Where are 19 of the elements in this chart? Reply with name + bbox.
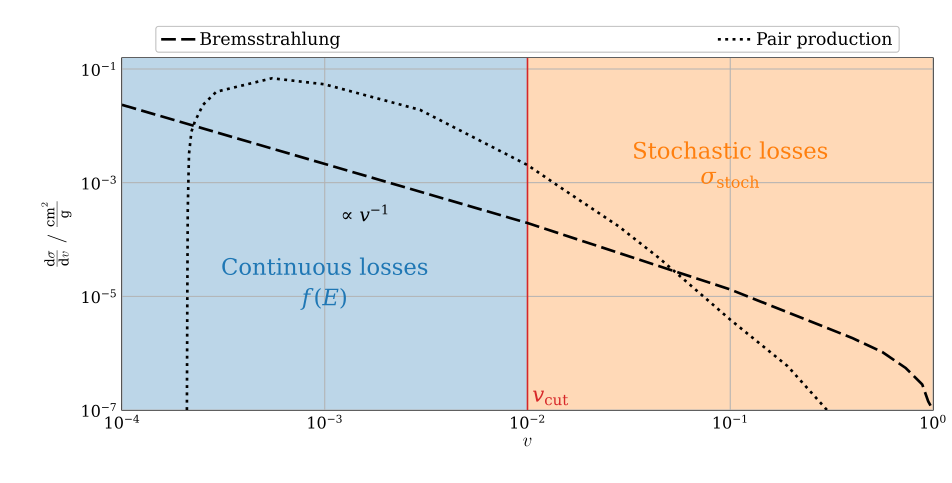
y-axis-title: $\frac{\mathrm{d}\sigma}{\mathrm{d}v}\;/\;\frac{\mathrm{cm}^2}{\mathrm{g}}$: [41, 201, 72, 267]
ref-line-label: v$_{cut}$: [532, 390, 568, 406]
legend-label: Pair production: [756, 32, 892, 48]
annotation: f(E): [300, 288, 346, 310]
x-tick-label: 10$^{−2}$: [511, 414, 544, 429]
y-tick-label: 10$^{−7}$: [82, 403, 116, 417]
x-tick-label: 10$^{−3}$: [308, 414, 342, 429]
y-tick-label: 10$^{−1}$: [82, 62, 116, 76]
x-tick-label: 10$^{−1}$: [714, 414, 746, 429]
legend-label: Bremsstrahlung: [200, 32, 340, 49]
band-label: Continuous losses: [222, 258, 428, 276]
x-axis-title: $v$: [523, 438, 532, 446]
x-tick-label: 10$^{0}$: [921, 414, 946, 429]
annotation: ∝ v$^{−1}$: [342, 204, 388, 222]
annotation: σ$_{stoch}$: [701, 172, 760, 188]
y-tick-label: 10$^{−5}$: [82, 289, 116, 304]
x-tick-label: 10$^{−4}$: [106, 414, 140, 429]
y-tick-label: 10$^{−3}$: [82, 176, 116, 190]
band-label: Stochastic losses: [634, 141, 828, 159]
